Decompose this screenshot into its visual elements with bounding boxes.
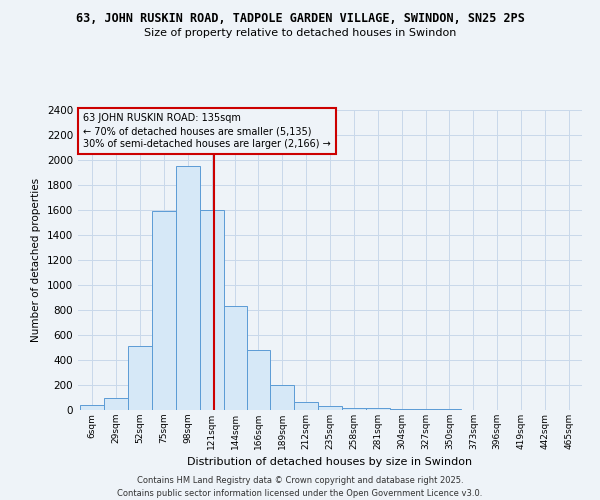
Bar <box>176 166 200 410</box>
Bar <box>200 210 224 410</box>
Bar <box>152 211 176 410</box>
Text: Contains HM Land Registry data © Crown copyright and database right 2025.
Contai: Contains HM Land Registry data © Crown c… <box>118 476 482 498</box>
Text: Size of property relative to detached houses in Swindon: Size of property relative to detached ho… <box>144 28 456 38</box>
Bar <box>294 402 318 410</box>
Bar <box>224 306 247 410</box>
Bar <box>271 385 294 410</box>
Bar <box>247 350 271 410</box>
Bar <box>390 409 413 410</box>
Text: 63 JOHN RUSKIN ROAD: 135sqm
← 70% of detached houses are smaller (5,135)
30% of : 63 JOHN RUSKIN ROAD: 135sqm ← 70% of det… <box>83 113 331 150</box>
Bar <box>128 346 152 410</box>
X-axis label: Distribution of detached houses by size in Swindon: Distribution of detached houses by size … <box>187 458 473 468</box>
Bar <box>342 408 366 410</box>
Bar <box>366 408 390 410</box>
Bar <box>80 405 104 410</box>
Bar <box>413 409 437 410</box>
Bar <box>104 398 128 410</box>
Y-axis label: Number of detached properties: Number of detached properties <box>31 178 41 342</box>
Bar <box>318 406 342 410</box>
Text: 63, JOHN RUSKIN ROAD, TADPOLE GARDEN VILLAGE, SWINDON, SN25 2PS: 63, JOHN RUSKIN ROAD, TADPOLE GARDEN VIL… <box>76 12 524 26</box>
